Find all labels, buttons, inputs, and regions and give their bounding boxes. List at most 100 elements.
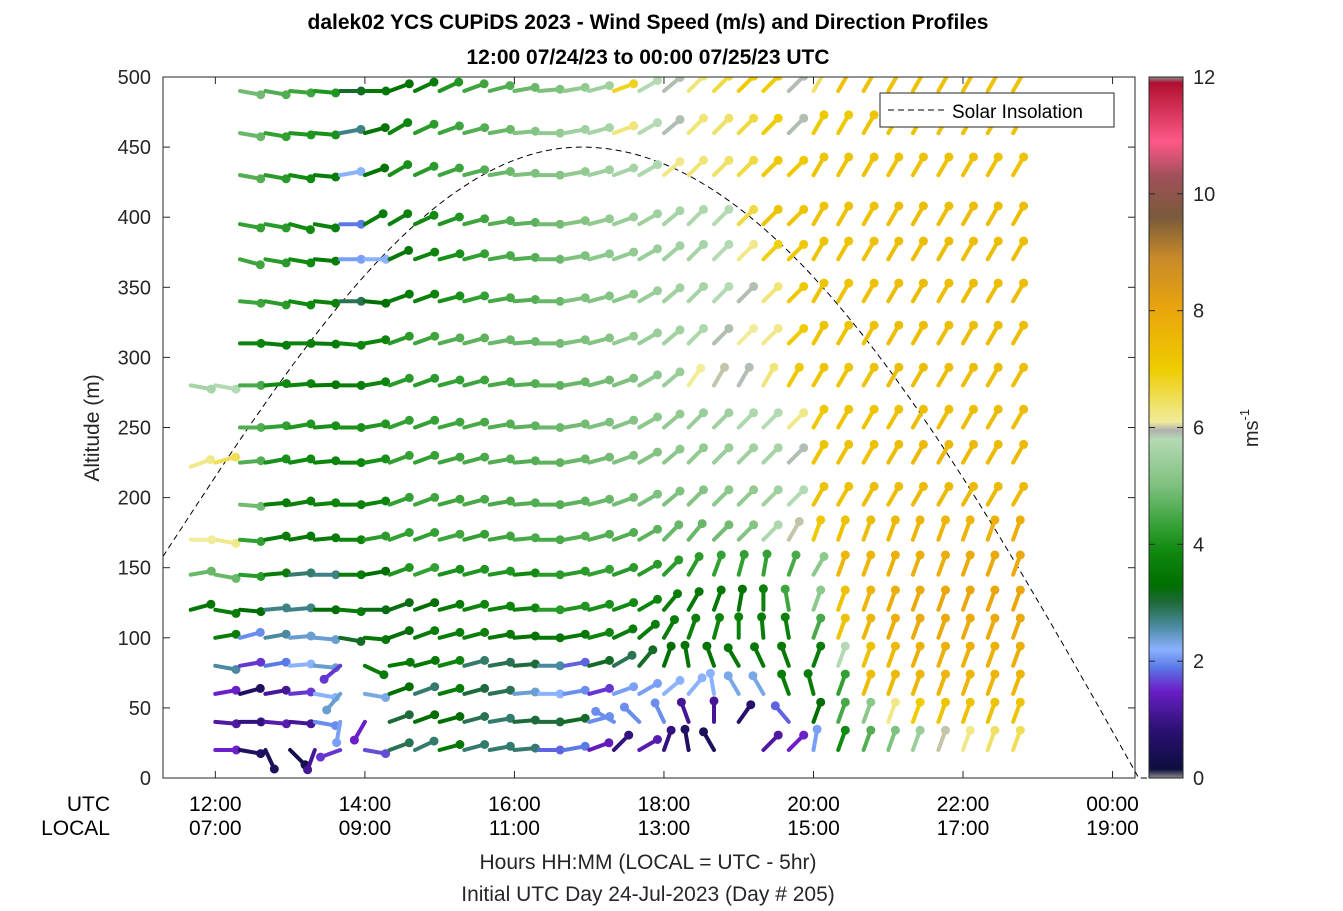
wind-barb-head [430, 331, 440, 341]
wind-barb-head [331, 172, 341, 182]
wind-barb-head [455, 291, 465, 301]
wind-barb-head [918, 152, 928, 162]
wind-barb-head [356, 124, 366, 134]
wind-barb-head [965, 585, 975, 595]
wind-barb-head [749, 324, 759, 333]
wind-barb-head [555, 84, 565, 94]
wind-barb-head [944, 362, 954, 372]
wind-barb-head [844, 152, 854, 162]
wind-barb-head [404, 79, 414, 89]
wind-barb-head [724, 239, 734, 249]
wind-barb-head [629, 79, 639, 89]
wind-barb-head [990, 725, 1000, 735]
wind-barb-head [256, 298, 266, 308]
wind-barb-head [605, 683, 614, 693]
wind-barb-head [555, 296, 565, 306]
wind-barb-head [944, 404, 954, 414]
wind-barb-head [256, 717, 266, 727]
wind-barb-head [281, 454, 291, 464]
wind-barb-head [890, 585, 900, 595]
wind-barb-head [231, 608, 241, 618]
wind-barb-head [680, 724, 690, 734]
wind-barb-head [505, 496, 515, 506]
colorbar-label: ms-1 [1237, 409, 1263, 447]
x-tick-label-utc: 00:00 [1086, 793, 1139, 816]
wind-barb-head [555, 423, 565, 432]
wind-barb-head [356, 167, 366, 176]
wind-barb-head [890, 613, 900, 623]
wind-barb-head [205, 455, 215, 465]
wind-barb-head [380, 123, 390, 133]
wind-barb-head [724, 77, 734, 81]
wind-barb-head [605, 375, 614, 385]
wind-barb-head [580, 167, 590, 176]
wind-barb-head [699, 324, 708, 333]
wind-barb-head [773, 520, 783, 530]
wind-barb-head [819, 236, 829, 246]
wind-barb-head [381, 335, 391, 345]
wind-barb-head [319, 674, 329, 684]
wind-barb-shaft [811, 77, 824, 93]
x-tick-label-utc: 16:00 [488, 793, 541, 816]
wind-barb-head [894, 439, 904, 449]
wind-barb-head [969, 278, 978, 288]
wind-barb-head [404, 331, 414, 341]
wind-barb-head [505, 167, 515, 176]
wind-barb-head [480, 683, 490, 693]
y-tick-label: 0 [140, 768, 151, 790]
wind-barb-head [675, 367, 685, 377]
wind-barb-head [996, 77, 1000, 78]
wind-barb-head [381, 254, 391, 264]
wind-barb-head [840, 725, 850, 735]
x-row-label-local: LOCAL [41, 817, 110, 840]
wind-barb-head [381, 86, 391, 96]
wind-barb-head [762, 549, 772, 559]
wind-barb-head [604, 738, 614, 748]
wind-barb-head [256, 537, 266, 546]
wind-barb-head [405, 657, 415, 667]
wind-barb-head [1019, 320, 1029, 330]
wind-barb-head [356, 423, 366, 432]
x-tick-label-local: 15:00 [787, 817, 840, 840]
wind-barb-head [894, 201, 904, 211]
wind-barb-head [580, 566, 590, 576]
wind-barb-head [429, 210, 439, 220]
wind-barb-head [403, 209, 413, 219]
wind-barb-head [1015, 725, 1025, 735]
wind-barb-head [758, 584, 768, 594]
wind-barb-head [404, 626, 414, 636]
wind-barb-head [305, 225, 315, 235]
wind-barb-head [356, 219, 366, 229]
wind-barb-head [356, 500, 366, 510]
wind-barb-head [256, 749, 266, 759]
wind-barb-head [869, 481, 879, 491]
wind-barb-head [356, 254, 366, 264]
wind-barb-head [890, 725, 900, 735]
wind-barb-head [404, 738, 414, 748]
wind-barb-head [724, 204, 734, 214]
wind-barb-head [281, 629, 291, 639]
wind-barb-head [918, 439, 928, 449]
wind-barb-head [993, 320, 1003, 330]
wind-barb-head [404, 710, 414, 720]
wind-barb-head [605, 564, 614, 574]
wind-barb-head [890, 550, 900, 560]
wind-barb-head [890, 697, 900, 707]
wind-barb-head [915, 641, 925, 651]
wind-barb-head [749, 113, 759, 123]
wind-barb-head [941, 585, 950, 595]
x-tick-label-local: 11:00 [489, 817, 540, 840]
wind-barb-head [1019, 201, 1029, 211]
wind-barb-head [799, 77, 809, 81]
wind-barb-head [894, 362, 904, 372]
wind-barb-head [653, 209, 662, 219]
wind-barb-head [691, 613, 701, 623]
wind-barb-head [455, 564, 465, 574]
wind-barb-head [629, 373, 639, 383]
wind-barb-head [749, 443, 759, 453]
wind-barb-head [281, 531, 291, 541]
wind-barb-head [840, 641, 850, 651]
wind-barb-head [281, 90, 291, 100]
wind-barb-head [675, 206, 685, 216]
wind-barb-head [799, 239, 809, 249]
